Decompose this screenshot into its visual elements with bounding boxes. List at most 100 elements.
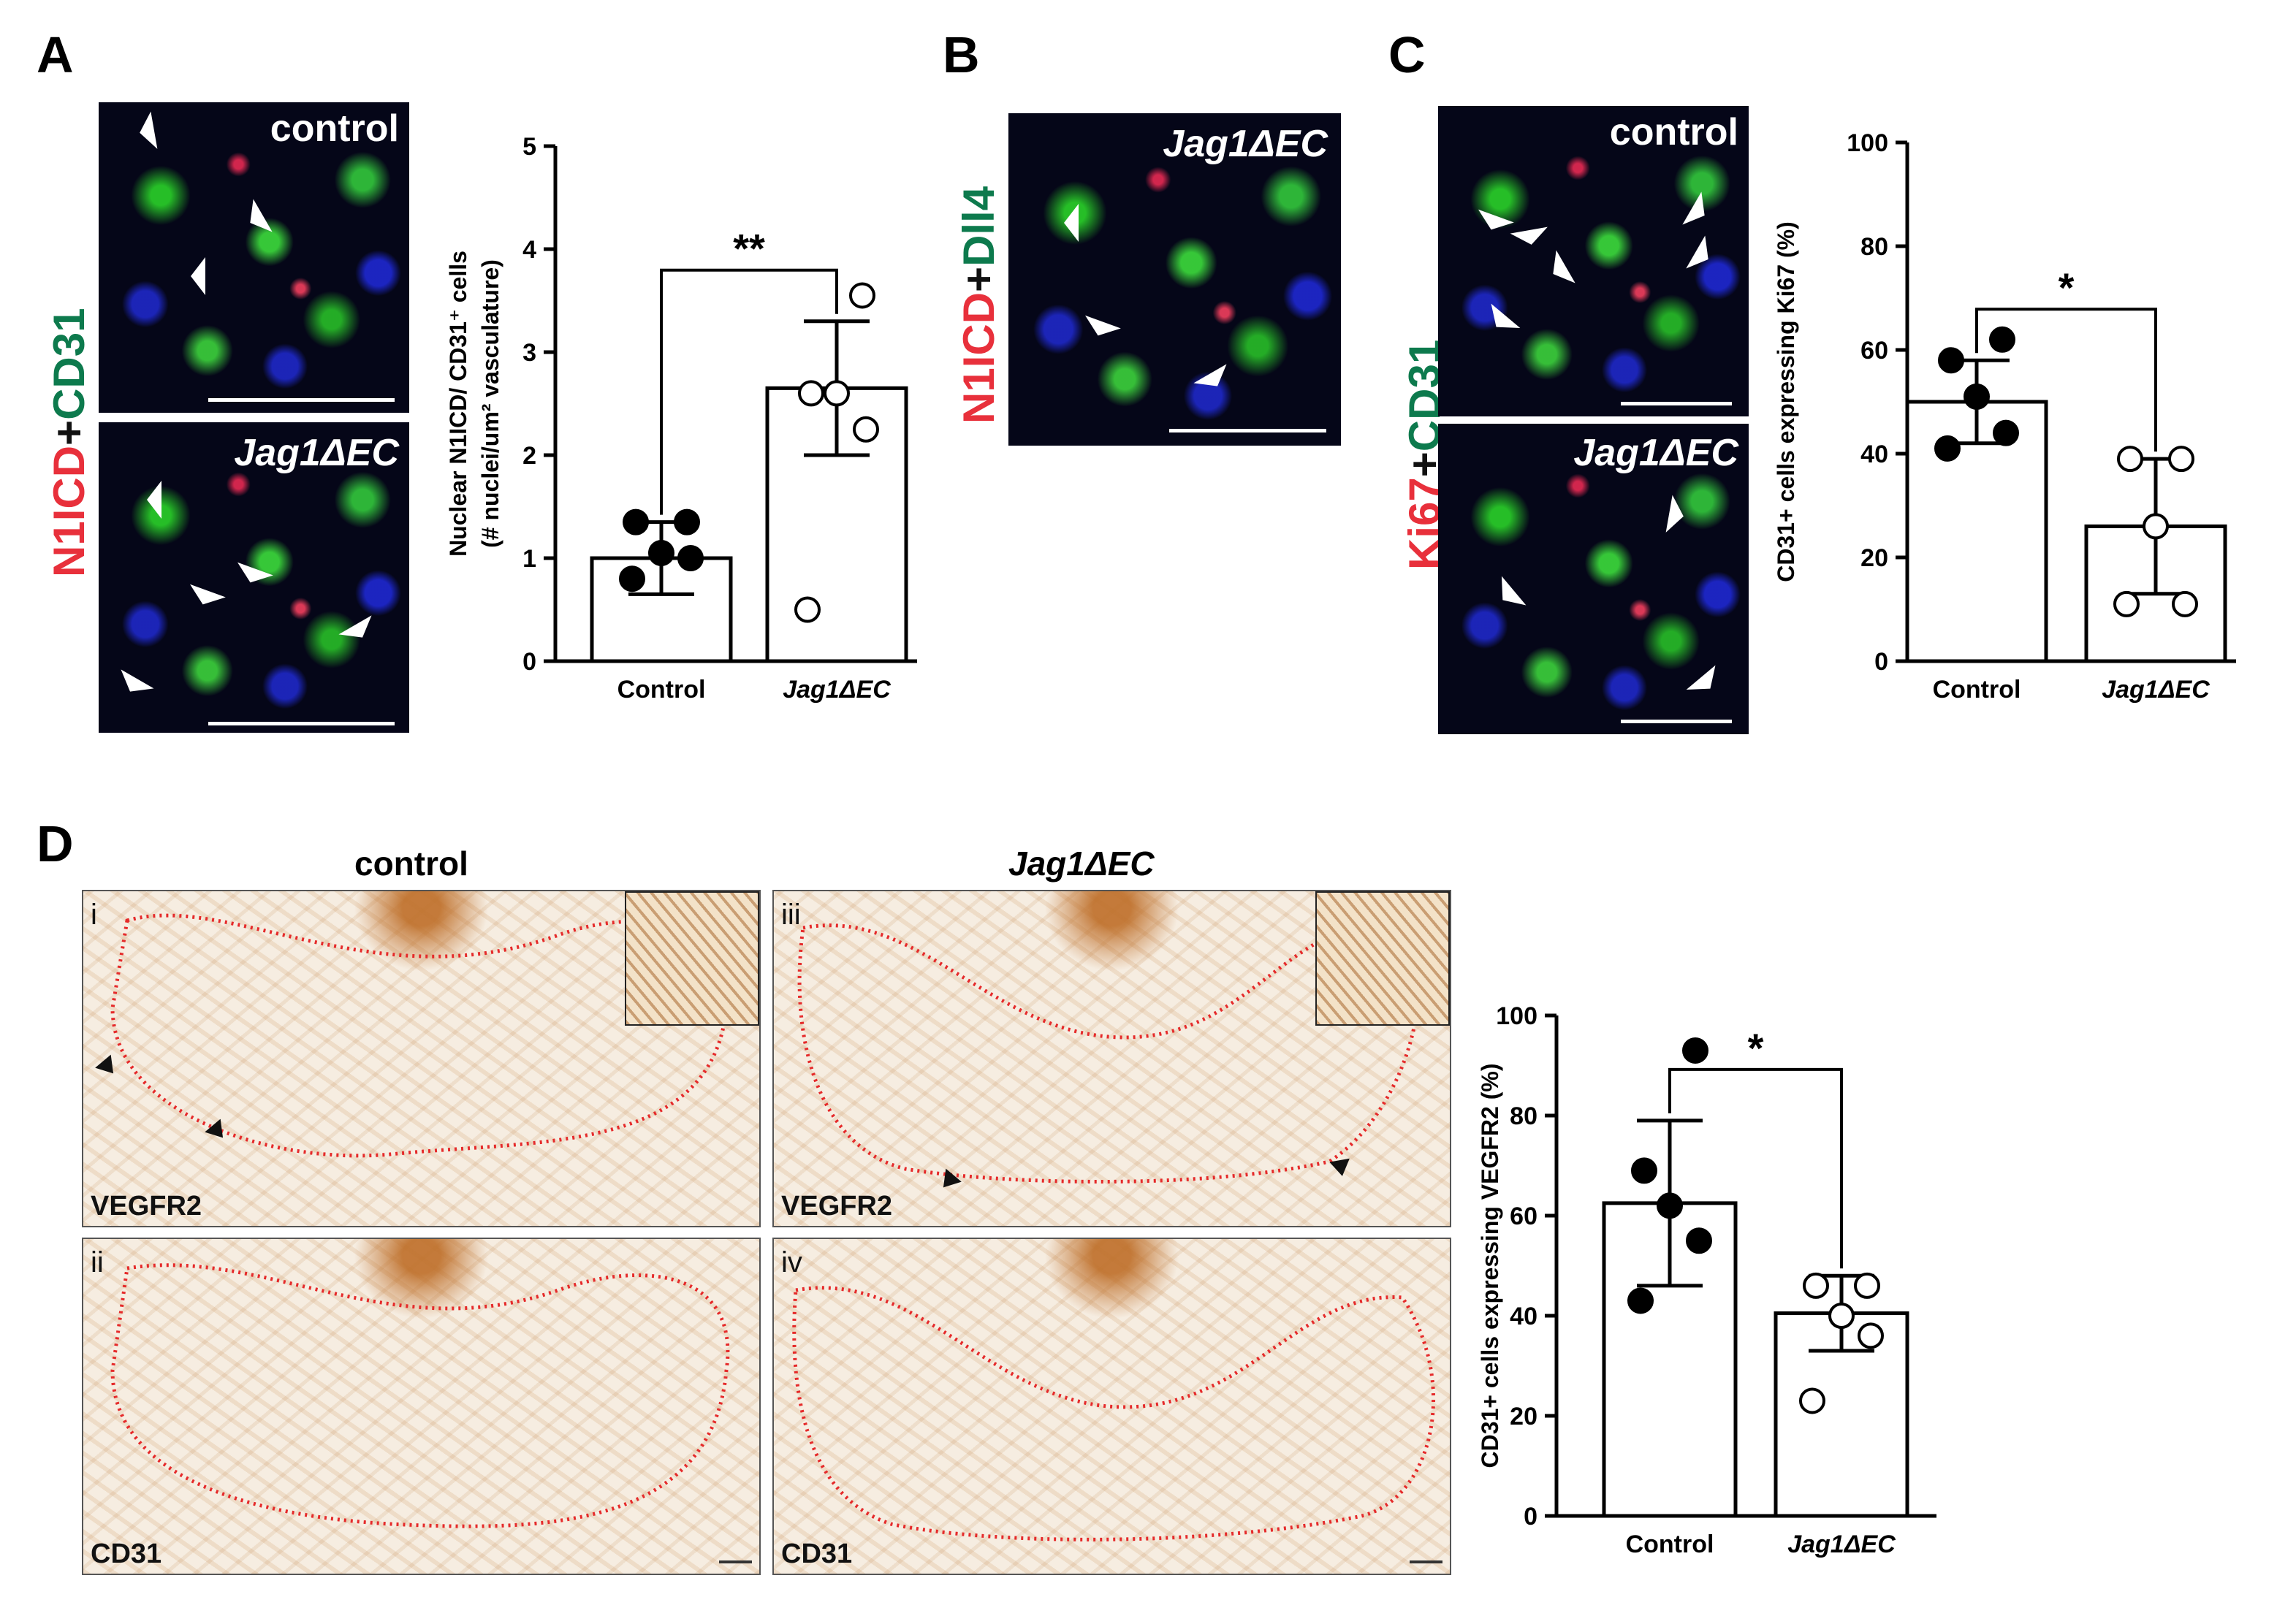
panel-letter-b: B bbox=[943, 26, 980, 83]
y-tick-label: 40 bbox=[1860, 441, 1888, 468]
y-tick-label: 80 bbox=[1860, 233, 1888, 261]
zoom-inset bbox=[625, 891, 759, 1026]
data-point bbox=[1938, 347, 1964, 374]
data-point bbox=[853, 416, 879, 443]
panel-letter-d: D bbox=[37, 815, 74, 872]
x-tick-label: Control bbox=[617, 676, 706, 704]
data-point bbox=[794, 596, 821, 623]
y-tick-label: 5 bbox=[522, 133, 536, 161]
data-point bbox=[1993, 419, 2019, 446]
tumor-outline bbox=[792, 1286, 1436, 1541]
scale-bar bbox=[1410, 1560, 1442, 1563]
data-point bbox=[619, 565, 645, 592]
data-point bbox=[1627, 1287, 1654, 1314]
panel-letter-a: A bbox=[37, 26, 74, 83]
significance-bracket bbox=[1668, 1067, 1843, 1269]
data-point bbox=[1682, 1037, 1708, 1064]
image-index: iv bbox=[781, 1246, 802, 1278]
tumor-outline bbox=[110, 913, 730, 1158]
scale-bar bbox=[208, 722, 395, 725]
panel-d-control-cd31: ii CD31 bbox=[82, 1238, 761, 1575]
panel-d-mutant-cd31: iv CD31 bbox=[772, 1238, 1451, 1575]
data-point bbox=[1989, 326, 2015, 353]
panel-letter-c: C bbox=[1388, 26, 1426, 83]
y-tick-label: 4 bbox=[522, 236, 536, 264]
data-point bbox=[623, 508, 649, 536]
x-tick-label: Control bbox=[1933, 676, 2021, 704]
significance-marker: * bbox=[2059, 264, 2075, 310]
y-tick-label: 20 bbox=[1860, 544, 1888, 572]
data-point bbox=[824, 380, 850, 407]
x-tick-label: Jag1ΔEC bbox=[1787, 1531, 1896, 1558]
image-index: iii bbox=[781, 899, 801, 931]
y-tick-label: 0 bbox=[1524, 1503, 1537, 1531]
panel-c-mutant-micrograph: Jag1ΔEC bbox=[1438, 424, 1749, 734]
data-point bbox=[1799, 1387, 1825, 1414]
data-point bbox=[1964, 383, 1990, 410]
data-point bbox=[1631, 1157, 1657, 1184]
scale-bar bbox=[1621, 402, 1732, 405]
panel-a-control-micrograph: control bbox=[99, 102, 409, 413]
scale-bar bbox=[208, 398, 395, 402]
y-tick-label: 2 bbox=[522, 442, 536, 470]
scale-bar bbox=[1169, 429, 1326, 432]
data-point bbox=[1934, 435, 1961, 462]
x-tick-label: Jag1ΔEC bbox=[2102, 676, 2210, 704]
panel-c-control-micrograph: control bbox=[1438, 106, 1749, 416]
y-tick-label: 60 bbox=[1860, 337, 1888, 365]
y-tick-label: 40 bbox=[1510, 1303, 1537, 1330]
stain-label: CD31 bbox=[91, 1539, 162, 1569]
stain-label: VEGFR2 bbox=[781, 1191, 893, 1221]
y-axis-label: (# nuclei/um² vasculature) bbox=[477, 259, 503, 548]
data-point bbox=[1686, 1227, 1712, 1254]
significance-bracket bbox=[660, 268, 838, 515]
zoom-inset bbox=[1315, 891, 1450, 1026]
y-tick-label: 60 bbox=[1510, 1203, 1537, 1230]
tumor-outline bbox=[797, 918, 1421, 1184]
significance-bracket bbox=[1975, 308, 2157, 452]
panel-b-micrograph: Jag1ΔEC bbox=[1008, 113, 1341, 446]
column-header-control: control bbox=[354, 845, 468, 883]
y-tick-label: 1 bbox=[522, 545, 536, 573]
significance-marker: * bbox=[1748, 1025, 1764, 1071]
data-point bbox=[2168, 446, 2194, 473]
data-point bbox=[1858, 1322, 1884, 1349]
scale-bar bbox=[719, 1560, 752, 1563]
data-point bbox=[677, 545, 704, 571]
tumor-outline bbox=[110, 1263, 730, 1528]
data-point bbox=[1657, 1192, 1683, 1219]
image-index: i bbox=[91, 899, 97, 931]
y-tick-label: 20 bbox=[1510, 1403, 1537, 1430]
y-tick-label: 100 bbox=[1496, 1002, 1537, 1030]
data-point bbox=[2143, 513, 2169, 540]
y-axis-label: CD31+ cells expressing VEGFR2 (%) bbox=[1477, 1064, 1503, 1468]
micrograph-label: Jag1ΔEC bbox=[1573, 432, 1738, 474]
data-point bbox=[2117, 446, 2143, 473]
data-point bbox=[1803, 1272, 1829, 1299]
x-tick-label: Jag1ΔEC bbox=[783, 676, 891, 704]
y-tick-label: 0 bbox=[522, 648, 536, 676]
y-tick-label: 100 bbox=[1847, 129, 1888, 157]
data-point bbox=[1854, 1272, 1880, 1299]
micrograph-label: Jag1ΔEC bbox=[1163, 123, 1328, 165]
data-point bbox=[2113, 590, 2140, 617]
y-tick-label: 0 bbox=[1874, 648, 1888, 676]
data-point bbox=[674, 508, 700, 536]
x-tick-label: Control bbox=[1626, 1531, 1714, 1558]
y-tick-label: 3 bbox=[522, 339, 536, 367]
significance-marker: ** bbox=[733, 226, 765, 272]
panel-d-control-vegfr2: i VEGFR2 bbox=[82, 890, 761, 1227]
data-point bbox=[849, 282, 875, 309]
micrograph-label: control bbox=[270, 107, 399, 150]
image-index: ii bbox=[91, 1246, 104, 1278]
y-axis-label: Nuclear N1ICD/ CD31⁺ cells bbox=[445, 251, 471, 557]
stain-label: VEGFR2 bbox=[91, 1191, 202, 1221]
micrograph-label: control bbox=[1609, 111, 1738, 153]
panel-d-mutant-vegfr2: iii VEGFR2 bbox=[772, 890, 1451, 1227]
scale-bar bbox=[1621, 720, 1732, 723]
data-point bbox=[798, 380, 824, 407]
micrograph-label: Jag1ΔEC bbox=[234, 432, 399, 474]
